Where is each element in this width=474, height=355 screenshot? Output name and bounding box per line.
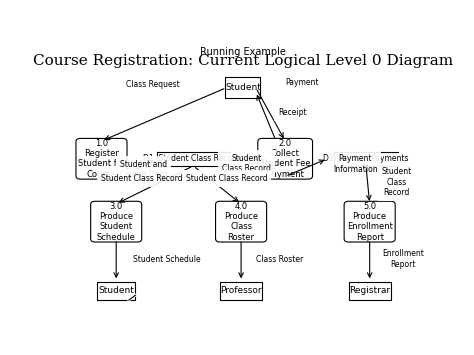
FancyBboxPatch shape bbox=[226, 77, 260, 98]
Text: Student Schedule: Student Schedule bbox=[133, 255, 201, 264]
Text: Student
Class Record: Student Class Record bbox=[222, 154, 271, 173]
Text: 5.0
Produce
Enrollment
Report: 5.0 Produce Enrollment Report bbox=[346, 202, 392, 242]
FancyBboxPatch shape bbox=[91, 201, 142, 242]
FancyBboxPatch shape bbox=[258, 138, 312, 179]
FancyBboxPatch shape bbox=[216, 201, 266, 242]
Text: Professor: Professor bbox=[220, 286, 262, 295]
Text: D2  Student Payments: D2 Student Payments bbox=[323, 154, 409, 163]
FancyBboxPatch shape bbox=[97, 282, 136, 300]
Text: Student Class Record: Student Class Record bbox=[101, 174, 182, 183]
Text: 1.0
Register
Student for
Course: 1.0 Register Student for Course bbox=[78, 139, 125, 179]
Text: Student: Student bbox=[225, 83, 261, 92]
Text: 2.0
Collect
Student Fee
Payment: 2.0 Collect Student Fee Payment bbox=[260, 139, 310, 179]
Text: Student: Student bbox=[98, 286, 134, 295]
Text: Student and
Course Data: Student and Course Data bbox=[120, 160, 167, 179]
Text: 4.0
Produce
Class
Roster: 4.0 Produce Class Roster bbox=[224, 202, 258, 242]
Text: Student Class Record: Student Class Record bbox=[186, 174, 267, 183]
Text: Registrar: Registrar bbox=[349, 286, 390, 295]
FancyBboxPatch shape bbox=[344, 201, 395, 242]
Text: 3.0
Produce
Student
Schedule: 3.0 Produce Student Schedule bbox=[97, 202, 136, 242]
Text: D1  Student Class Records: D1 Student Class Records bbox=[143, 154, 244, 163]
Text: Enrollment
Report: Enrollment Report bbox=[383, 250, 424, 269]
Text: Receipt: Receipt bbox=[278, 108, 307, 117]
FancyBboxPatch shape bbox=[348, 282, 391, 300]
Text: Payment: Payment bbox=[285, 78, 319, 87]
Text: Course Registration: Current Logical Level 0 Diagram: Course Registration: Current Logical Lev… bbox=[33, 54, 453, 67]
Text: Class Request: Class Request bbox=[126, 81, 180, 89]
Text: Student
Class
Record: Student Class Record bbox=[382, 167, 412, 197]
Text: Payment
Information: Payment Information bbox=[333, 154, 378, 174]
FancyBboxPatch shape bbox=[76, 138, 127, 179]
Text: Running Example: Running Example bbox=[200, 47, 286, 57]
Text: Class Roster: Class Roster bbox=[256, 255, 303, 264]
FancyBboxPatch shape bbox=[220, 282, 262, 300]
